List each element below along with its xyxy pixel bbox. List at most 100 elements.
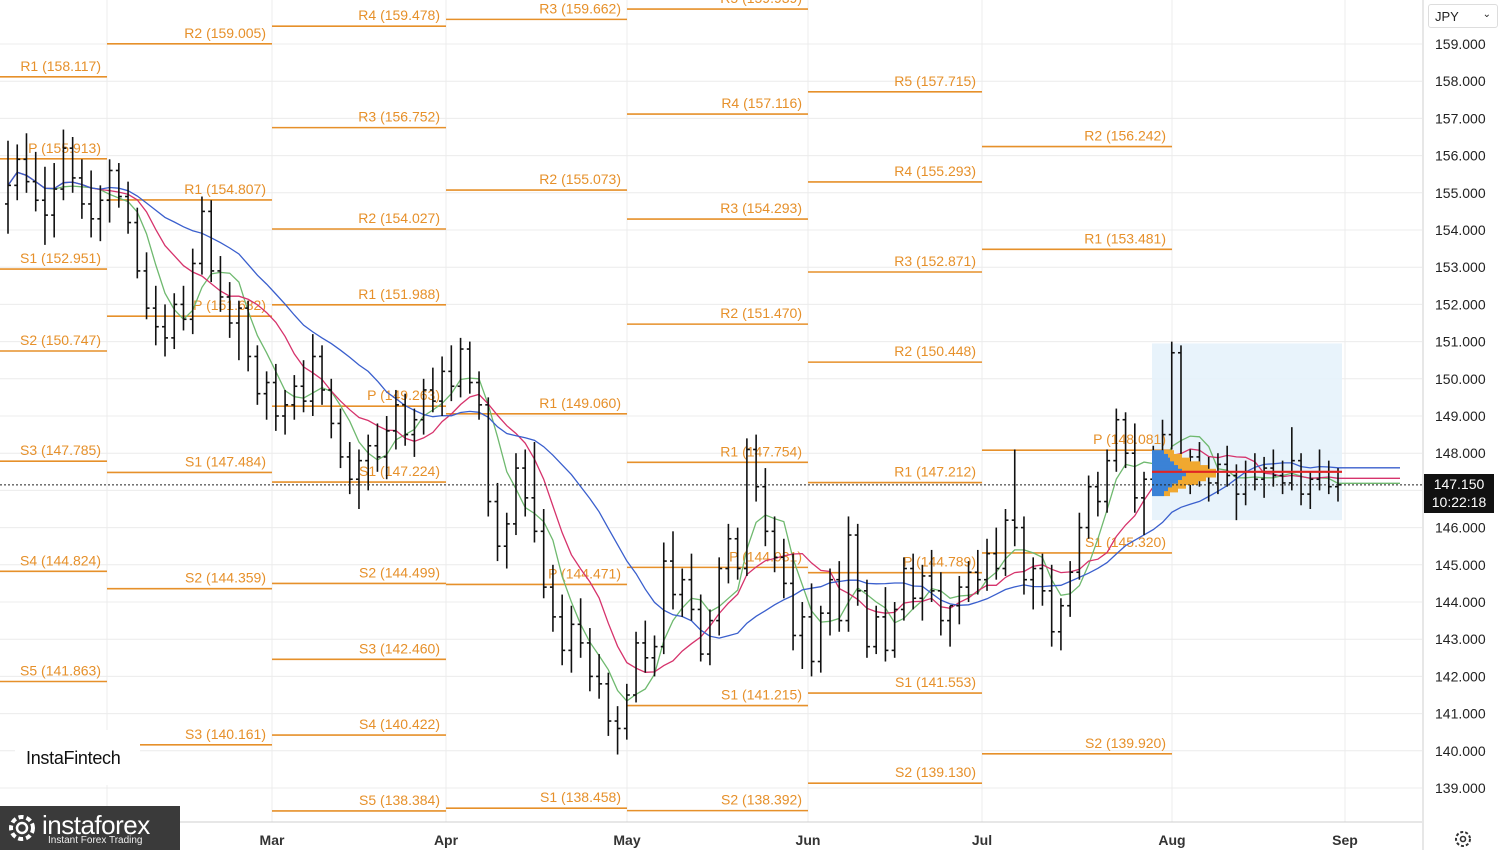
ohlc-bar: [383, 416, 390, 480]
pivot-level-label: R4 (157.116): [721, 95, 802, 111]
ohlc-bar: [522, 449, 529, 517]
volume-profile-bar: [1152, 487, 1168, 493]
volume-profile-bar: [1152, 465, 1178, 471]
pivot-level-label: S5 (138.384): [359, 792, 440, 808]
volume-profile-bar: [1170, 457, 1190, 463]
ohlc-bar: [577, 598, 584, 658]
ohlc-bar: [1113, 408, 1120, 472]
ohlc-bar: [319, 345, 326, 405]
ohlc-bar: [808, 583, 815, 677]
ohlc-bar: [651, 635, 658, 677]
ohlc-bar: [115, 163, 122, 208]
ohlc-bar: [974, 549, 981, 595]
pivot-level-label: R3 (154.293): [720, 200, 802, 216]
ohlc-bar: [32, 151, 39, 212]
ohlc-bar: [1076, 512, 1083, 580]
volume-profile-bar: [1178, 465, 1208, 471]
pivot-level-label: S2 (144.499): [359, 564, 440, 580]
pivot-level-label: R1 (154.807): [184, 181, 266, 197]
ohlc-bar: [660, 542, 667, 655]
pivot-level-label: S1 (141.553): [895, 674, 976, 690]
currency-select[interactable]: JPY ⌄: [1428, 4, 1498, 28]
ohlc-bar: [633, 631, 640, 703]
pivot-level-label: S1 (145.320): [1085, 534, 1166, 550]
ohlc-bar: [254, 345, 261, 405]
settings-gear-icon[interactable]: [1452, 828, 1474, 850]
ohlc-bar: [143, 252, 150, 320]
ohlc-bar: [900, 557, 907, 621]
volume-profile-bar: [1152, 461, 1174, 467]
ohlc-bar: [559, 594, 566, 666]
x-tick-label: Jun: [796, 832, 821, 848]
ohlc-bar: [854, 523, 861, 606]
ohlc-bar: [485, 397, 492, 517]
volume-profile-bar: [1174, 461, 1200, 467]
ohlc-bar: [226, 282, 233, 338]
ohlc-bar: [540, 509, 547, 599]
pivot-level-label: S2 (150.747): [20, 332, 101, 348]
ohlc-bar: [984, 538, 991, 591]
ohlc-bar: [88, 170, 95, 238]
ohlc-bar: [863, 579, 870, 658]
ohlc-bar: [1067, 561, 1074, 617]
volume-profile-bar: [1186, 472, 1216, 478]
ohlc-bar: [1279, 460, 1286, 495]
ma-slow-line: [7, 171, 1400, 639]
ohlc-bar: [198, 196, 205, 275]
ohlc-bar: [476, 371, 483, 420]
pivot-level-label: R2 (156.242): [1084, 128, 1166, 144]
y-tick-label: 150.000: [1435, 371, 1486, 387]
ohlc-bar: [300, 360, 307, 413]
ohlc-bar: [762, 468, 769, 547]
pivot-level-label: S1 (147.484): [185, 453, 266, 469]
ohlc-bar: [1094, 471, 1101, 517]
ohlc-bar: [1011, 449, 1018, 547]
ohlc-bar: [1261, 456, 1268, 498]
pivot-level-label: S2 (139.130): [895, 764, 976, 780]
y-tick-label: 144.000: [1435, 594, 1486, 610]
ohlc-bar: [235, 300, 242, 361]
pivot-level-label: P (144.789): [903, 554, 976, 570]
ohlc-bar: [97, 185, 104, 242]
ma-fast-line: [7, 171, 1400, 702]
pivot-level-label: R1 (149.060): [539, 395, 621, 411]
ohlc-bar: [937, 572, 944, 636]
ohlc-bar: [743, 438, 750, 576]
ohlc-bar: [125, 181, 132, 234]
ohlc-bar: [1270, 449, 1277, 487]
pivot-level-label: R2 (151.470): [720, 305, 802, 321]
ohlc-bar: [1307, 471, 1314, 509]
watermark-box: [15, 730, 140, 785]
y-tick-label: 148.000: [1435, 445, 1486, 461]
ohlc-bar: [697, 594, 704, 662]
ohlc-bar: [1224, 445, 1231, 487]
y-tick-label: 141.000: [1435, 706, 1486, 722]
ohlc-bar: [1131, 423, 1138, 513]
volume-profile-bar: [1152, 476, 1182, 482]
ohlc-bar: [51, 163, 58, 238]
ohlc-bar: [162, 304, 169, 357]
ohlc-bar: [679, 568, 686, 617]
volume-profile-bar: [1164, 450, 1174, 456]
ohlc-bar: [189, 248, 196, 335]
y-tick-label: 145.000: [1435, 557, 1486, 573]
pivot-level-label: R4 (159.478): [358, 7, 440, 23]
volume-profile-bar: [1152, 472, 1186, 478]
pivot-level-label: S3 (147.785): [20, 442, 101, 458]
ohlc-bar: [716, 557, 723, 636]
y-tick-label: 149.000: [1435, 408, 1486, 424]
ohlc-bar: [670, 531, 676, 610]
pivot-level-label: S2 (144.359): [185, 570, 266, 586]
volume-profile-bar: [1164, 491, 1170, 497]
ohlc-bar: [965, 561, 972, 602]
ohlc-bar: [1030, 557, 1037, 610]
ohlc-bar: [429, 367, 436, 413]
ohlc-bar: [106, 159, 113, 223]
ohlc-bar: [956, 575, 963, 625]
pivot-level-label: R1 (153.481): [1084, 230, 1166, 246]
ohlc-bar: [734, 527, 741, 580]
pivot-level-label: R2 (155.073): [539, 171, 621, 187]
y-tick-label: 142.000: [1435, 668, 1486, 684]
ohlc-bar: [1168, 341, 1175, 450]
